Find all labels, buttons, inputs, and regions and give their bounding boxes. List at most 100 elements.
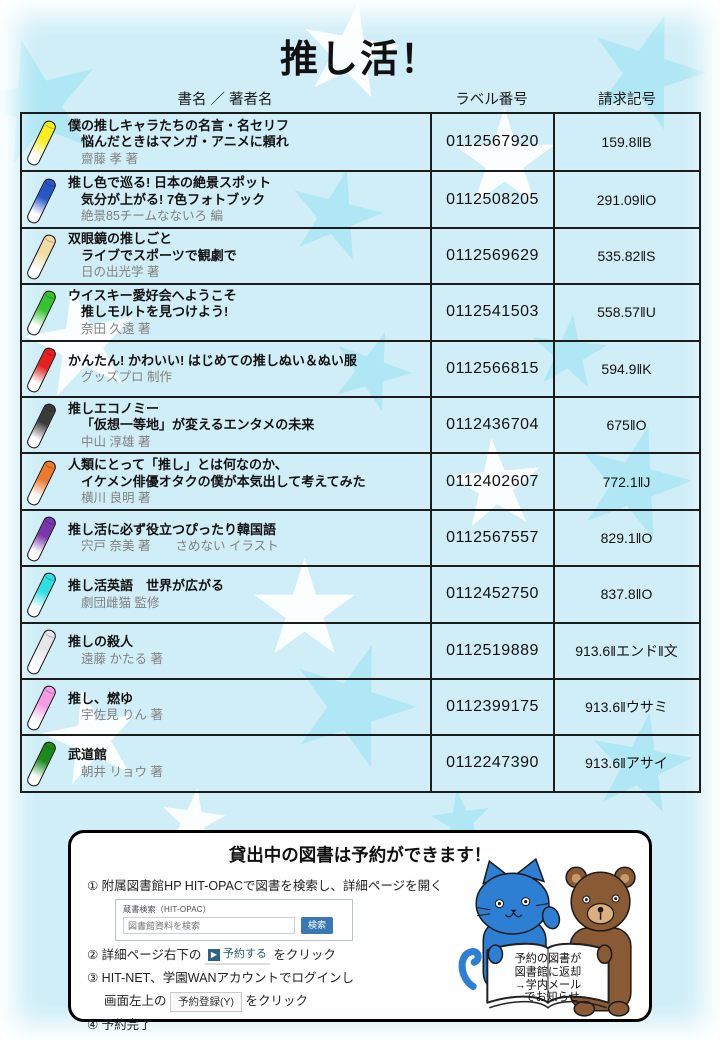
title-author-cell: 推し、燃ゆ 宇佐見 りん 著 (22, 679, 432, 735)
book-table: 僕の推しキャラたちの名言・名セリフ 悩んだときはマンガ・アニメに頼れ 齋藤 孝 … (20, 112, 701, 793)
table-row: 僕の推しキャラたちの名言・名セリフ 悩んだときはマンガ・アニメに頼れ 齋藤 孝 … (22, 114, 699, 171)
opac-search-widget: 蔵書検索（HIT-OPAC） 検索 (115, 899, 353, 941)
book-title: ウイスキー愛好会へようこそ (68, 287, 237, 303)
book-note-line: 図書館に返却 (515, 964, 582, 978)
page-title: 推し活！ (279, 39, 440, 81)
opac-search-label: 蔵書検索（HIT-OPAC） (123, 905, 211, 914)
table-row: 推しの殺人 遠藤 かたる 著 0112519889 913.6‖エンド‖文 (22, 621, 699, 678)
penlight-icon (25, 232, 58, 282)
book-note-line: 予約の図書が (515, 951, 582, 965)
book-author: 中山 淳雄 著 (81, 434, 151, 449)
call-number: 558.57‖U (597, 304, 656, 321)
call-number: 535.82‖S (597, 247, 656, 264)
book-author: 日の出光学 著 (81, 265, 160, 280)
title-author-cell: 推しエコノミー 「仮想一等地」が変えるエンタメの未来 中山 淳雄 著 (22, 397, 432, 453)
book-author: 横川 良明 著 (81, 491, 151, 506)
cat-whiskers (477, 903, 549, 917)
title-author-cell: 人類にとって「推し」とは何なのか、 イケメン俳優オタクの僕が本気出して考えてみた… (22, 454, 432, 509)
column-header-call-number: 請求記号 (598, 92, 656, 108)
opac-search-button[interactable]: 検索 (301, 917, 333, 934)
label-number: 0112567557 (432, 510, 555, 566)
book-title: 推しエコノミー (68, 400, 160, 416)
step-1: ① 附属図書館HP HIT-OPACで図書を検索し、詳細ページを開く (87, 879, 443, 893)
label-number: 0112567920 (432, 114, 555, 171)
step-2-suffix: をクリック (273, 947, 336, 962)
call-number: 772.1‖J (602, 473, 651, 490)
step-3-line2: 画面左上の 予約登録(Y) をクリック (104, 990, 479, 1012)
book-title: 人類にとって「推し」とは何なのか、 (68, 457, 288, 473)
penlight-icon (25, 740, 58, 789)
book-note-line: →学内メール (515, 978, 582, 992)
book-author: 奈田 久遠 著 (81, 321, 151, 336)
call-number: 829.1‖O (600, 529, 653, 546)
book-subtitle: 悩んだときはマンガ・アニメに頼れ (81, 134, 289, 150)
penlight-icon (25, 118, 58, 168)
title-author-cell: 推しの殺人 遠藤 かたる 著 (22, 623, 432, 678)
register-button-chip: 予約登録(Y) (170, 991, 242, 1012)
book-note-line: でお知らせ (524, 990, 579, 1004)
call-number: 594.9‖K (601, 360, 652, 377)
step-3-suffix: をクリック (245, 994, 308, 1008)
call-number: 837.8‖O (600, 586, 653, 603)
call-number: 913.6‖ウサミ (585, 699, 668, 716)
book-subtitle: 推しモルトを見つけよう! (81, 304, 229, 320)
step-2-text: ② 詳細ページ右下の (87, 947, 202, 962)
title-author-cell: 推し活に必ず役立つぴったり韓国語 宍戸 奈美 著 さめない イラスト (22, 510, 432, 566)
book-title: 武道館 (68, 747, 108, 763)
book-title: かんたん! かわいい! はじめての推しぬい＆ぬい服 (68, 352, 357, 368)
book-subtitle: 「仮想一等地」が変えるエンタメの未来 (81, 417, 315, 433)
penlight-icon (25, 627, 58, 677)
book-author: グッズプロ 制作 (81, 370, 172, 384)
table-row: 推し、燃ゆ 宇佐見 りん 著 0112399175 913.6‖ウサミ (22, 677, 699, 735)
step-3-line1: ③ HIT-NET、学園WANアカウントでログインし (87, 971, 354, 985)
call-number: 291.09‖O (596, 191, 657, 208)
penlight-icon (25, 345, 58, 395)
title-author-cell: 武道館 朝井 リョウ 著 (22, 736, 432, 791)
table-row: 人類にとって「推し」とは何なのか、 イケメン俳優オタクの僕が本気出して考えてみた… (22, 452, 699, 509)
book-title: 推し色で巡る! 日本の絶景スポット (68, 175, 271, 191)
table-row: 推し活に必ず役立つぴったり韓国語 宍戸 奈美 著 さめない イラスト 01125… (22, 508, 699, 566)
book-subtitle: ライブでスポーツで観劇で (81, 247, 237, 263)
table-row: かんたん! かわいい! はじめての推しぬい＆ぬい服 グッズプロ 制作 01125… (22, 339, 699, 396)
label-number: 0112519889 (432, 623, 555, 678)
cat-paw (487, 944, 504, 965)
label-number: 0112402607 (432, 454, 555, 509)
book-title: 推し、燃ゆ (68, 690, 134, 706)
penlight-icon (25, 570, 58, 620)
cat-nose (510, 909, 517, 913)
table-row: 推し色で巡る! 日本の絶景スポット 気分が上がる! 7色フォトブック 絶景85チ… (22, 170, 699, 227)
bear-paw (596, 944, 613, 965)
label-number: 0112436704 (432, 397, 555, 453)
opac-search-input[interactable] (123, 917, 295, 934)
call-number: 913.6‖エンド‖文 (575, 642, 678, 659)
title-author-cell: 推し活英語 世界が広がる 劇団雌猫 監修 (22, 567, 432, 622)
call-number: 159.8‖B (601, 134, 652, 151)
reservation-info-box: 貸出中の図書は予約ができます！ ① 附属図書館HP HIT-OPACで図書を検索… (68, 830, 652, 1032)
book-author: 宍戸 奈美 著 さめない イラスト (81, 539, 279, 554)
table-row: 双眼鏡の推しごと ライブでスポーツで観劇で 日の出光学 著 0112569629… (22, 226, 699, 284)
book-subtitle: 気分が上がる! 7色フォトブック (81, 191, 266, 207)
penlight-icon (25, 458, 58, 507)
title-author-cell: かんたん! かわいい! はじめての推しぬい＆ぬい服 グッズプロ 制作 (22, 341, 432, 396)
book-title: 僕の推しキャラたちの名言・名セリフ (68, 117, 290, 133)
label-number: 0112247390 (432, 736, 555, 791)
call-number: 913.6‖アサイ (585, 755, 668, 772)
book-title: 推し活に必ず役立つぴったり韓国語 (68, 521, 277, 537)
penlight-icon (25, 683, 58, 733)
title-author-cell: 僕の推しキャラたちの名言・名セリフ 悩んだときはマンガ・アニメに頼れ 齋藤 孝 … (22, 114, 432, 171)
reservation-title: 貸出中の図書は予約ができます！ (228, 845, 492, 865)
label-number: 0112452750 (432, 567, 555, 622)
book-author: 遠藤 かたる 著 (81, 651, 163, 666)
penlight-icon (25, 514, 58, 564)
penlight-icon (25, 176, 58, 225)
title-author-cell: ウイスキー愛好会へようこそ 推しモルトを見つけよう! 奈田 久遠 著 (22, 285, 432, 340)
book-subtitle: イケメン俳優オタクの僕が本気出して考えてみた (81, 473, 366, 489)
label-number: 0112569629 (432, 228, 555, 284)
label-number: 0112399175 (432, 679, 555, 735)
column-header-title-author: 書名 ／ 著者名 (177, 92, 273, 108)
title-author-cell: 推し色で巡る! 日本の絶景スポット 気分が上がる! 7色フォトブック 絶景85チ… (22, 172, 432, 227)
table-row: 武道館 朝井 リョウ 著 0112247390 913.6‖アサイ (22, 734, 699, 791)
book-title: 推し活英語 世界が広がる (68, 578, 225, 594)
book-author: 宇佐見 りん 著 (81, 708, 163, 723)
penlight-icon (25, 401, 58, 451)
